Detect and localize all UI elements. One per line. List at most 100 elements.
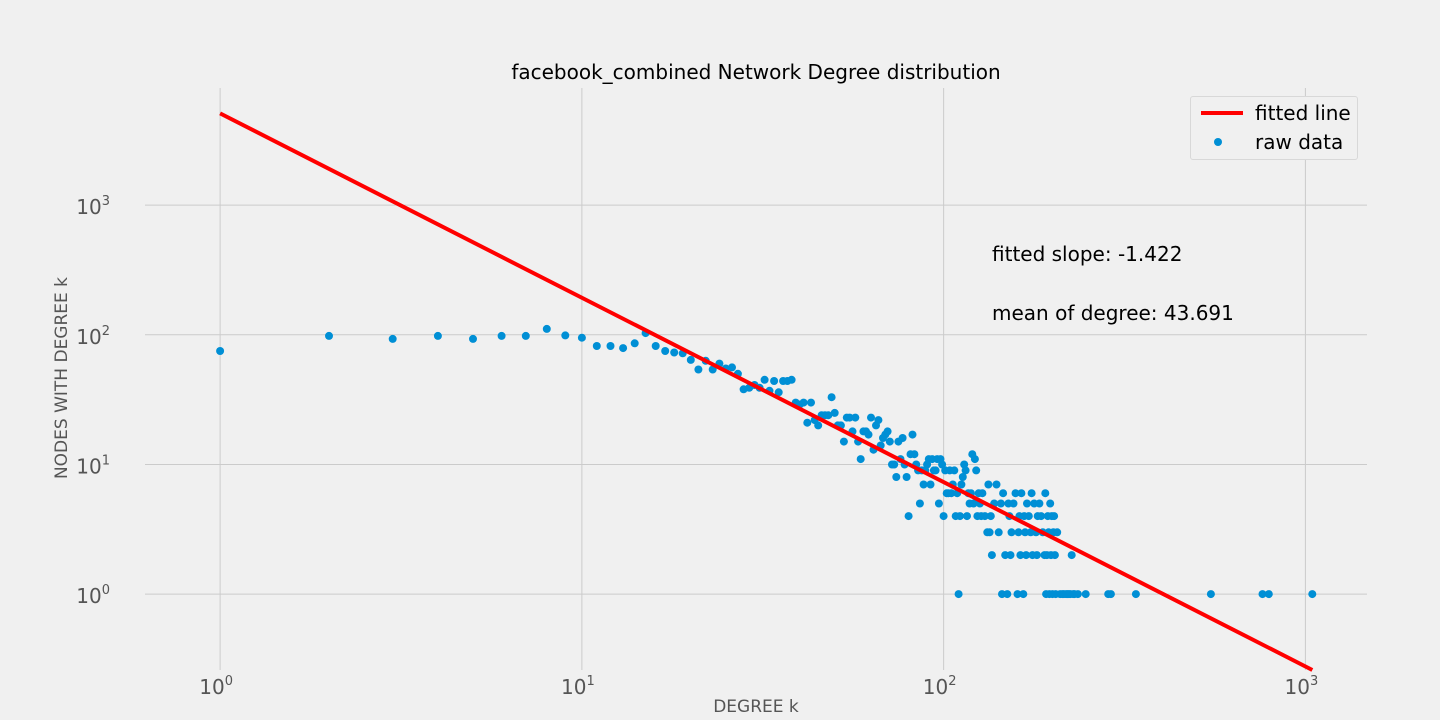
data-point bbox=[1073, 590, 1082, 599]
data-point bbox=[1014, 528, 1023, 537]
y-tick-label: 102 bbox=[76, 324, 110, 349]
data-point bbox=[686, 355, 695, 364]
data-point bbox=[592, 342, 601, 350]
x-tick-label: 103 bbox=[1285, 674, 1319, 699]
x-tick-label: 100 bbox=[199, 674, 233, 699]
data-point bbox=[902, 473, 911, 481]
data-point bbox=[787, 375, 796, 384]
data-point bbox=[577, 333, 586, 342]
data-point bbox=[984, 480, 993, 489]
data-point bbox=[915, 499, 924, 508]
data-point bbox=[890, 460, 899, 469]
legend-line-swatch bbox=[1201, 101, 1243, 125]
data-point bbox=[1009, 499, 1018, 508]
data-point bbox=[908, 430, 917, 439]
data-point bbox=[883, 427, 892, 436]
legend-entry-raw-data: raw data bbox=[1191, 130, 1343, 154]
data-point bbox=[987, 551, 996, 560]
y-axis-label: NODES WITH DEGREE k bbox=[52, 276, 72, 480]
data-point bbox=[956, 512, 964, 521]
data-point bbox=[1258, 590, 1267, 599]
data-point bbox=[957, 480, 966, 489]
data-point bbox=[661, 347, 670, 355]
data-point bbox=[1046, 499, 1055, 508]
data-point bbox=[1050, 512, 1059, 521]
y-tick-label: 103 bbox=[76, 194, 110, 219]
legend-label-fitted-line: fitted line bbox=[1255, 101, 1351, 125]
data-point bbox=[885, 437, 894, 446]
fitted-line bbox=[219, 111, 1314, 672]
data-point bbox=[892, 473, 901, 481]
data-point bbox=[939, 512, 948, 521]
data-point bbox=[1023, 499, 1031, 508]
data-point bbox=[561, 331, 570, 340]
data-point bbox=[388, 334, 397, 343]
data-point bbox=[770, 377, 779, 385]
data-point bbox=[1013, 590, 1022, 599]
data-point bbox=[978, 489, 987, 498]
data-point bbox=[1037, 512, 1046, 521]
data-point bbox=[950, 466, 959, 475]
data-point bbox=[926, 480, 935, 489]
data-point bbox=[1131, 590, 1140, 599]
data-point bbox=[1067, 551, 1076, 560]
data-point bbox=[651, 342, 660, 350]
data-point bbox=[670, 348, 679, 357]
data-point bbox=[845, 413, 854, 422]
fitted-line-layer bbox=[219, 111, 1314, 672]
data-point bbox=[1007, 528, 1016, 537]
data-point bbox=[1003, 590, 1012, 599]
data-point bbox=[931, 466, 940, 475]
legend-dot-swatch bbox=[1201, 130, 1243, 154]
data-point bbox=[433, 331, 442, 340]
data-point bbox=[216, 347, 225, 355]
data-point bbox=[799, 398, 808, 407]
data-point bbox=[919, 480, 928, 489]
data-point bbox=[1206, 590, 1215, 599]
data-point bbox=[694, 365, 703, 374]
data-point bbox=[830, 408, 839, 417]
data-point bbox=[958, 473, 967, 481]
data-point bbox=[760, 375, 769, 384]
data-point bbox=[992, 480, 1001, 489]
data-point bbox=[619, 344, 628, 353]
data-point bbox=[969, 499, 978, 508]
data-point bbox=[1308, 590, 1317, 599]
data-point bbox=[994, 528, 1003, 537]
mean-degree-annotation: mean of degree: 43.691 bbox=[992, 301, 1234, 325]
x-tick-label: 101 bbox=[561, 674, 595, 699]
data-point bbox=[947, 489, 956, 498]
x-axis-label: DEGREE k bbox=[713, 697, 799, 717]
chart-title: facebook_combined Network Degree distrib… bbox=[511, 60, 1001, 84]
data-point bbox=[542, 324, 551, 333]
data-point bbox=[874, 416, 883, 425]
data-point bbox=[934, 499, 943, 508]
data-point bbox=[325, 331, 333, 340]
data-point bbox=[898, 434, 907, 442]
data-point bbox=[1011, 489, 1020, 498]
x-tick-label: 102 bbox=[923, 674, 957, 699]
data-point bbox=[938, 460, 947, 469]
data-point bbox=[630, 339, 639, 348]
data-point bbox=[827, 393, 836, 402]
data-point bbox=[985, 528, 994, 537]
y-tick-label: 101 bbox=[76, 453, 110, 478]
data-point bbox=[1081, 590, 1090, 599]
data-point bbox=[1032, 551, 1041, 560]
raw-data-points bbox=[216, 324, 1317, 599]
data-point bbox=[1006, 551, 1015, 560]
data-point bbox=[807, 398, 815, 407]
data-point bbox=[1041, 489, 1050, 498]
data-point bbox=[910, 450, 919, 459]
data-point bbox=[497, 331, 506, 340]
fitted-slope-annotation: fitted slope: -1.422 bbox=[992, 242, 1183, 266]
data-point bbox=[1021, 528, 1030, 537]
legend: fitted line raw data bbox=[1190, 96, 1358, 160]
data-point bbox=[856, 455, 865, 464]
data-point bbox=[774, 388, 783, 397]
data-point bbox=[999, 489, 1008, 498]
data-point bbox=[1106, 590, 1115, 599]
data-point bbox=[996, 499, 1005, 508]
data-point bbox=[1264, 590, 1273, 599]
